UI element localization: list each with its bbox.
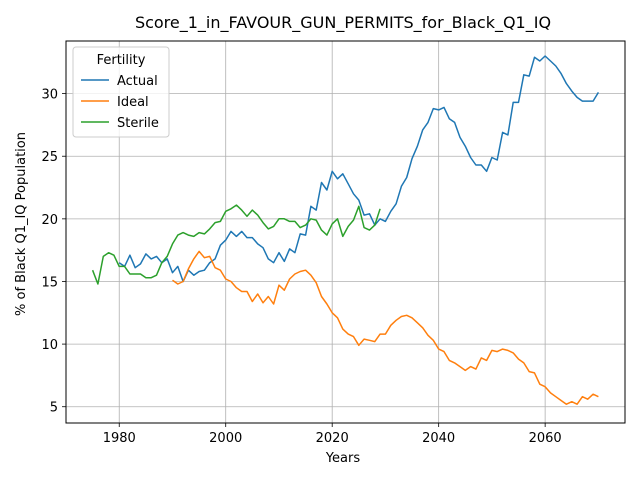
legend-title: Fertility <box>97 53 146 68</box>
series-line-actual <box>118 55 600 283</box>
y-tick-label: 20 <box>41 213 58 228</box>
y-axis: 5 10 15 20 25 30 <box>41 88 66 416</box>
legend-label-ideal: Ideal <box>117 95 149 110</box>
y-tick-label: 5 <box>50 401 58 416</box>
x-tick-label: 2060 <box>529 431 562 446</box>
series-lines <box>91 55 600 405</box>
x-tick-label: 2020 <box>316 431 349 446</box>
chart-title: Score_1_in_FAVOUR_GUN_PERMITS_for_Black_… <box>135 13 551 33</box>
series-line-ideal <box>172 250 599 405</box>
x-tick-label: 2000 <box>209 431 242 446</box>
y-axis-label: % of Black Q1_IQ Population <box>14 132 29 316</box>
legend-label-sterile: Sterile <box>117 116 159 131</box>
x-tick-label: 2040 <box>422 431 455 446</box>
y-tick-label: 30 <box>41 88 58 103</box>
plot-frame <box>65 40 626 424</box>
series-line-sterile <box>91 204 381 285</box>
y-tick-label: 25 <box>41 150 58 165</box>
legend: Fertility Actual Ideal Sterile <box>72 46 170 138</box>
y-tick-label: 10 <box>41 338 58 353</box>
legend-box <box>72 46 170 138</box>
x-axis-label: Years <box>325 451 361 466</box>
y-tick-label: 15 <box>41 275 58 290</box>
x-tick-label: 1980 <box>103 431 136 446</box>
legend-label-actual: Actual <box>117 74 158 89</box>
x-axis: 1980 2000 2020 2040 2060 <box>103 423 562 446</box>
